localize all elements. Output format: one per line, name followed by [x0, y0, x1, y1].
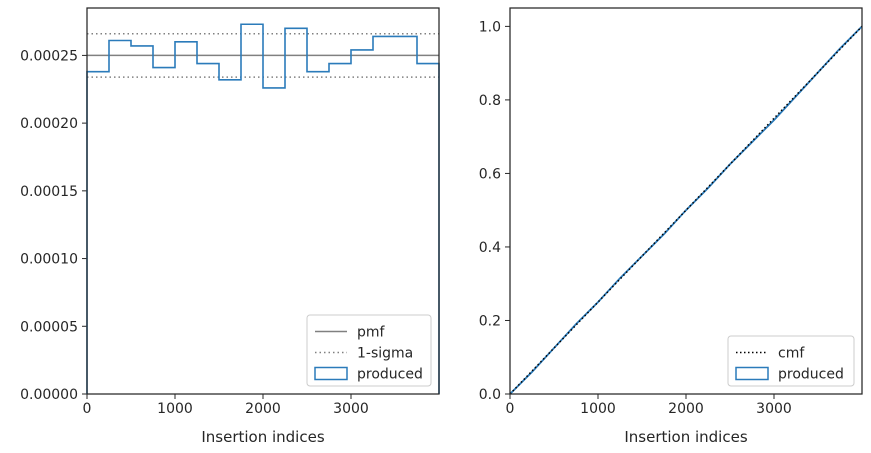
x-tick-label: 0: [506, 401, 515, 417]
legend-label-sigma: 1-sigma: [357, 346, 413, 362]
x-tick-label: 3000: [756, 401, 792, 417]
legend-label-cmf: cmf: [778, 346, 805, 362]
y-tick-label: 0.2: [479, 313, 501, 329]
y-tick-label: 0.8: [479, 93, 501, 109]
y-tick-label: 0.00000: [20, 387, 78, 403]
legend-label-produced: produced: [778, 367, 844, 383]
legend-label-pmf: pmf: [357, 325, 386, 341]
x-tick-label: 3000: [333, 401, 369, 417]
x-tick-label: 1000: [157, 401, 193, 417]
x-tick-label: 1000: [580, 401, 616, 417]
y-tick-label: 0.00025: [20, 48, 78, 64]
legend-swatch-produced: [735, 366, 769, 381]
y-tick-label: 0.0: [479, 387, 501, 403]
x-tick-label: 2000: [668, 401, 704, 417]
legend: cmf produced: [727, 335, 855, 387]
y-tick-label: 0.00020: [20, 116, 78, 132]
plot-frame: [86, 7, 440, 395]
x-tick-label: 2000: [245, 401, 281, 417]
y-tick-label: 0.4: [479, 240, 501, 256]
histogram-chart: 0 1000 2000 3000 0.00000 0.00005 0.00010 0.0001…: [20, 7, 440, 446]
y-tick-label: 0.00015: [20, 184, 78, 200]
y-tick-label: 0.00010: [20, 252, 78, 268]
cmf-chart: 0 1000 2000 3000 0.0 0.2 0.4 0.6 0.8 1.0 Insertion…: [479, 7, 863, 446]
x-axis-label: Insertion indices: [624, 428, 747, 446]
x-tick-label: 0: [83, 401, 92, 417]
legend: pmf 1-sigma produced: [306, 314, 432, 387]
y-tick-label: 1.0: [479, 19, 501, 35]
y-tick-label: 0.00005: [20, 319, 78, 335]
legend-box: [727, 335, 855, 387]
plot-frame: [509, 7, 863, 395]
produced-histogram: [86, 23, 440, 394]
cmf-line: [509, 25, 863, 395]
x-axis-label: Insertion indices: [201, 428, 324, 446]
legend-swatch-produced: [314, 366, 348, 381]
legend-label-produced: produced: [357, 367, 423, 383]
y-tick-label: 0.6: [479, 166, 501, 182]
